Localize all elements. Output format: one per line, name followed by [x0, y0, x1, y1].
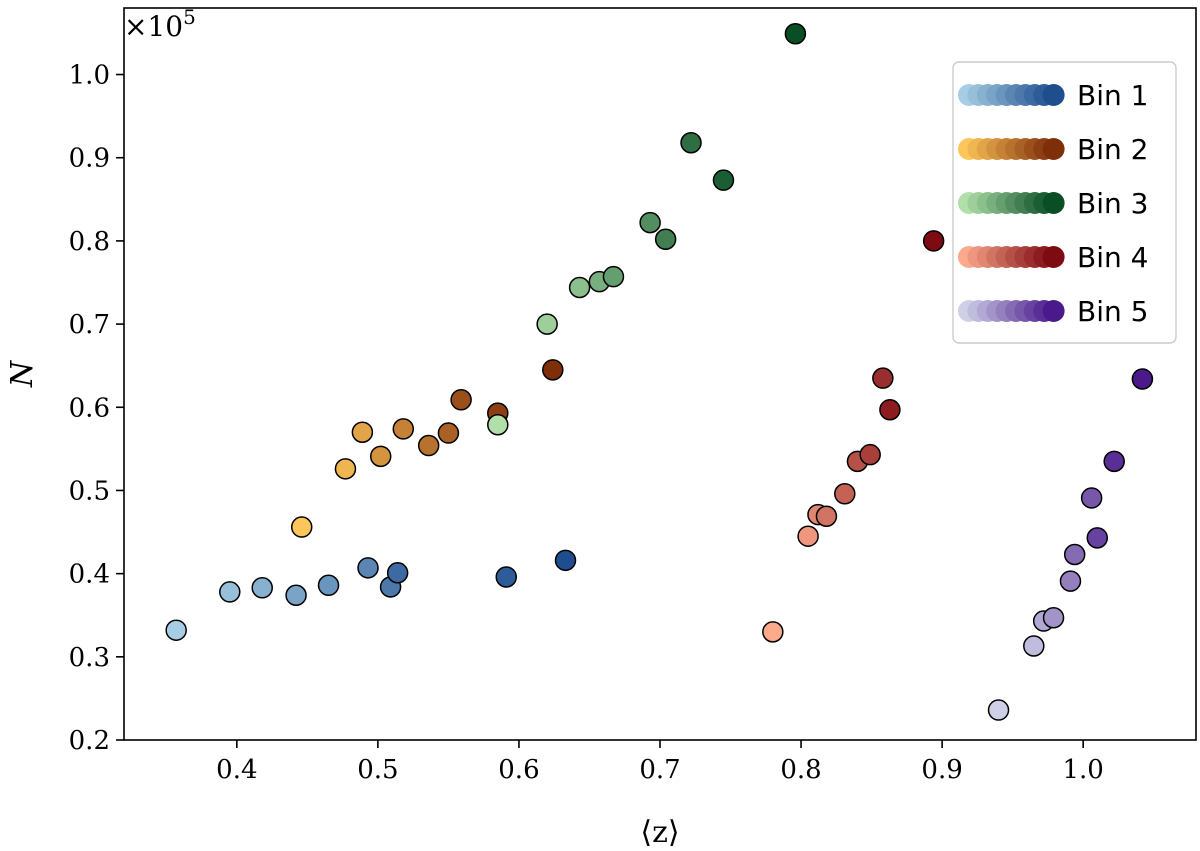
legend-entry: Bin 5	[958, 295, 1148, 328]
legend-marker	[1042, 138, 1065, 160]
legend-entry: Bin 1	[958, 79, 1148, 112]
data-point	[922, 230, 945, 252]
data-point	[165, 619, 187, 641]
legend: Bin 1 Bin 2 Bin 3 Bin 4 Bin 5	[952, 61, 1177, 344]
data-point	[437, 422, 460, 444]
data-point	[357, 557, 379, 579]
data-point	[987, 699, 1010, 721]
data-point	[542, 359, 564, 381]
x-tick-label: 1.0	[1062, 755, 1103, 785]
y-tick-label: 0.5	[69, 476, 110, 506]
legend-label: Bin 3	[1077, 187, 1148, 220]
legend-entry: Bin 4	[958, 241, 1148, 274]
y-axis-label: N	[5, 359, 40, 388]
x-axis: 0.4 0.5 0.6 0.7 0.8 0.9 1.0	[216, 740, 1104, 785]
data-point	[1131, 368, 1154, 390]
series-bin-3	[487, 23, 807, 436]
y-tick-label: 0.3	[69, 643, 110, 673]
x-tick-label: 0.7	[639, 755, 680, 785]
data-point	[1042, 606, 1065, 629]
legend-label: Bin 5	[1077, 295, 1148, 328]
legend-marker	[1042, 192, 1065, 214]
series-bin-2	[290, 359, 564, 538]
x-tick-label: 0.8	[780, 755, 821, 785]
data-point	[1023, 635, 1045, 657]
data-point	[251, 577, 273, 599]
legend-marker	[1042, 84, 1065, 106]
plot-area	[165, 23, 1154, 721]
data-point	[317, 574, 340, 597]
series-bin-4	[762, 230, 945, 643]
data-point	[450, 389, 472, 411]
data-point	[554, 549, 577, 572]
data-point	[285, 584, 307, 607]
y-tick-label: 0.6	[69, 393, 110, 423]
y-tick-label: 0.8	[69, 227, 110, 257]
data-point	[392, 418, 415, 440]
y-tick-label: 1.0	[69, 61, 110, 91]
data-point	[879, 399, 901, 421]
legend-label: Bin 4	[1077, 241, 1148, 274]
data-point	[1063, 543, 1086, 566]
y-multiplier-exponent: 5	[183, 5, 196, 29]
y-axis: 0.2 0.3 0.4 0.5 0.6 0.7 0.8 0.9 1.0	[69, 61, 124, 756]
data-point	[568, 276, 591, 299]
legend-label: Bin 2	[1077, 133, 1148, 166]
data-point	[784, 23, 807, 45]
data-point	[654, 228, 677, 250]
data-point	[495, 566, 518, 588]
y-tick-label: 0.9	[69, 144, 110, 174]
data-point	[815, 505, 838, 527]
series-bin-5	[987, 368, 1154, 721]
data-point	[417, 434, 440, 457]
legend-entry: Bin 2	[958, 133, 1148, 166]
y-multiplier-base: ×10	[124, 10, 183, 43]
data-point	[797, 525, 819, 547]
data-point	[872, 367, 894, 389]
legend-label: Bin 1	[1077, 79, 1148, 112]
data-point	[712, 169, 735, 191]
data-point	[386, 562, 409, 584]
data-point	[1059, 570, 1082, 592]
x-axis-label: ⟨z⟩	[640, 815, 679, 850]
data-point	[351, 421, 374, 443]
y-tick-label: 0.4	[69, 560, 110, 590]
data-point	[834, 483, 856, 505]
data-point	[680, 132, 702, 154]
data-point	[639, 211, 661, 234]
y-axis-multiplier: ×105	[124, 5, 196, 43]
legend-marker	[1042, 300, 1065, 322]
y-tick-label: 0.7	[69, 310, 110, 340]
data-point	[487, 413, 509, 436]
x-tick-label: 0.9	[921, 755, 962, 785]
data-point	[1103, 450, 1125, 473]
data-point	[859, 443, 881, 466]
data-point	[536, 313, 558, 335]
data-point	[1086, 527, 1109, 549]
series-bin-1	[165, 549, 577, 641]
x-tick-label: 0.4	[216, 755, 257, 785]
data-point	[290, 516, 313, 538]
x-tick-label: 0.5	[357, 755, 398, 785]
data-point	[1080, 487, 1103, 509]
data-point	[602, 265, 625, 288]
data-point	[334, 458, 357, 480]
legend-entry: Bin 3	[958, 187, 1148, 220]
legend-marker	[1042, 246, 1065, 268]
data-point	[762, 621, 784, 643]
data-point	[219, 581, 241, 603]
y-tick-label: 0.2	[69, 726, 110, 756]
x-tick-label: 0.6	[498, 755, 539, 785]
data-point	[369, 445, 392, 468]
